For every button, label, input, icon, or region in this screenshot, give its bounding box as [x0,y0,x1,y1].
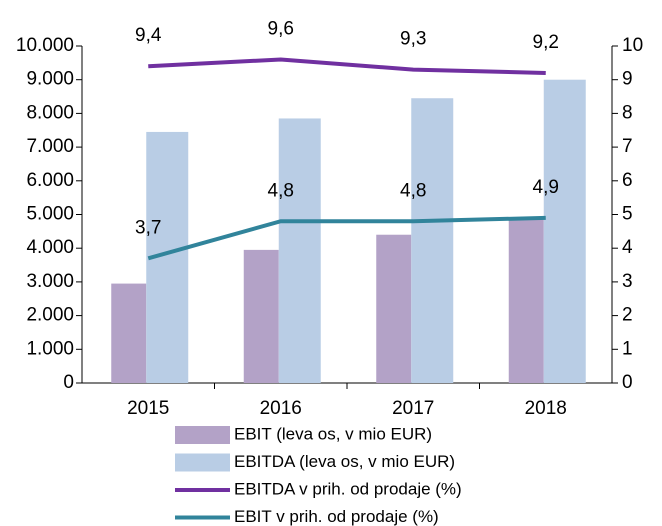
x-tick-label: 2016 [260,398,302,419]
y2-tick-label: 2 [622,305,633,326]
y2-tick-label: 4 [622,237,633,258]
bar [243,249,279,383]
data-label: 3,7 [135,217,161,238]
bar [411,98,454,384]
bar [508,217,544,383]
data-label: 9,4 [135,25,162,46]
y2-tick-label: 1 [622,338,633,359]
bar [278,118,321,383]
line [148,57,546,75]
data-label: 4,9 [533,177,559,198]
y-tick-label: 7.000 [26,136,74,157]
legend-label: EBIT v prih. od prodaje (%) [234,507,439,526]
legend-label: EBIT (leva os, v mio EUR) [234,424,432,443]
bar [543,79,586,383]
y2-tick-label: 10 [622,35,643,56]
x-tick-label: 2017 [392,398,434,419]
y-tick-label: 9.000 [26,69,74,90]
line [147,215,546,261]
legend-swatch [175,426,230,444]
y-tick-label: 2.000 [26,305,74,326]
y-tick-label: 5.000 [26,204,74,225]
y2-tick-label: 7 [622,136,633,157]
y2-tick-label: 5 [622,204,633,225]
x-tick-label: 2015 [127,398,169,419]
x-tick-label: 2018 [525,398,567,419]
y2-tick-label: 8 [622,102,633,123]
y-tick-label: 1.000 [26,338,74,359]
bar [111,283,147,383]
bar [376,234,412,383]
data-label: 9,2 [533,32,559,53]
y-tick-label: 10.000 [16,35,74,56]
legend-swatch [175,453,230,472]
y-tick-label: 0 [63,372,74,393]
data-label: 9,3 [400,29,426,50]
y-tick-label: 6.000 [26,170,74,191]
y2-tick-label: 3 [622,271,633,292]
legend-label: EBITDA (leva os, v mio EUR) [234,452,455,471]
y-tick-label: 4.000 [26,237,74,258]
data-label: 4,8 [268,180,294,201]
data-label: 4,8 [400,180,426,201]
legend-label: EBITDA v prih. od prodaje (%) [234,479,462,498]
y2-tick-label: 0 [622,372,633,393]
data-label: 9,6 [268,18,294,39]
y2-tick-label: 9 [622,69,633,90]
y-tick-label: 8.000 [26,102,74,123]
y-tick-label: 3.000 [26,271,74,292]
y2-tick-label: 6 [622,170,633,191]
